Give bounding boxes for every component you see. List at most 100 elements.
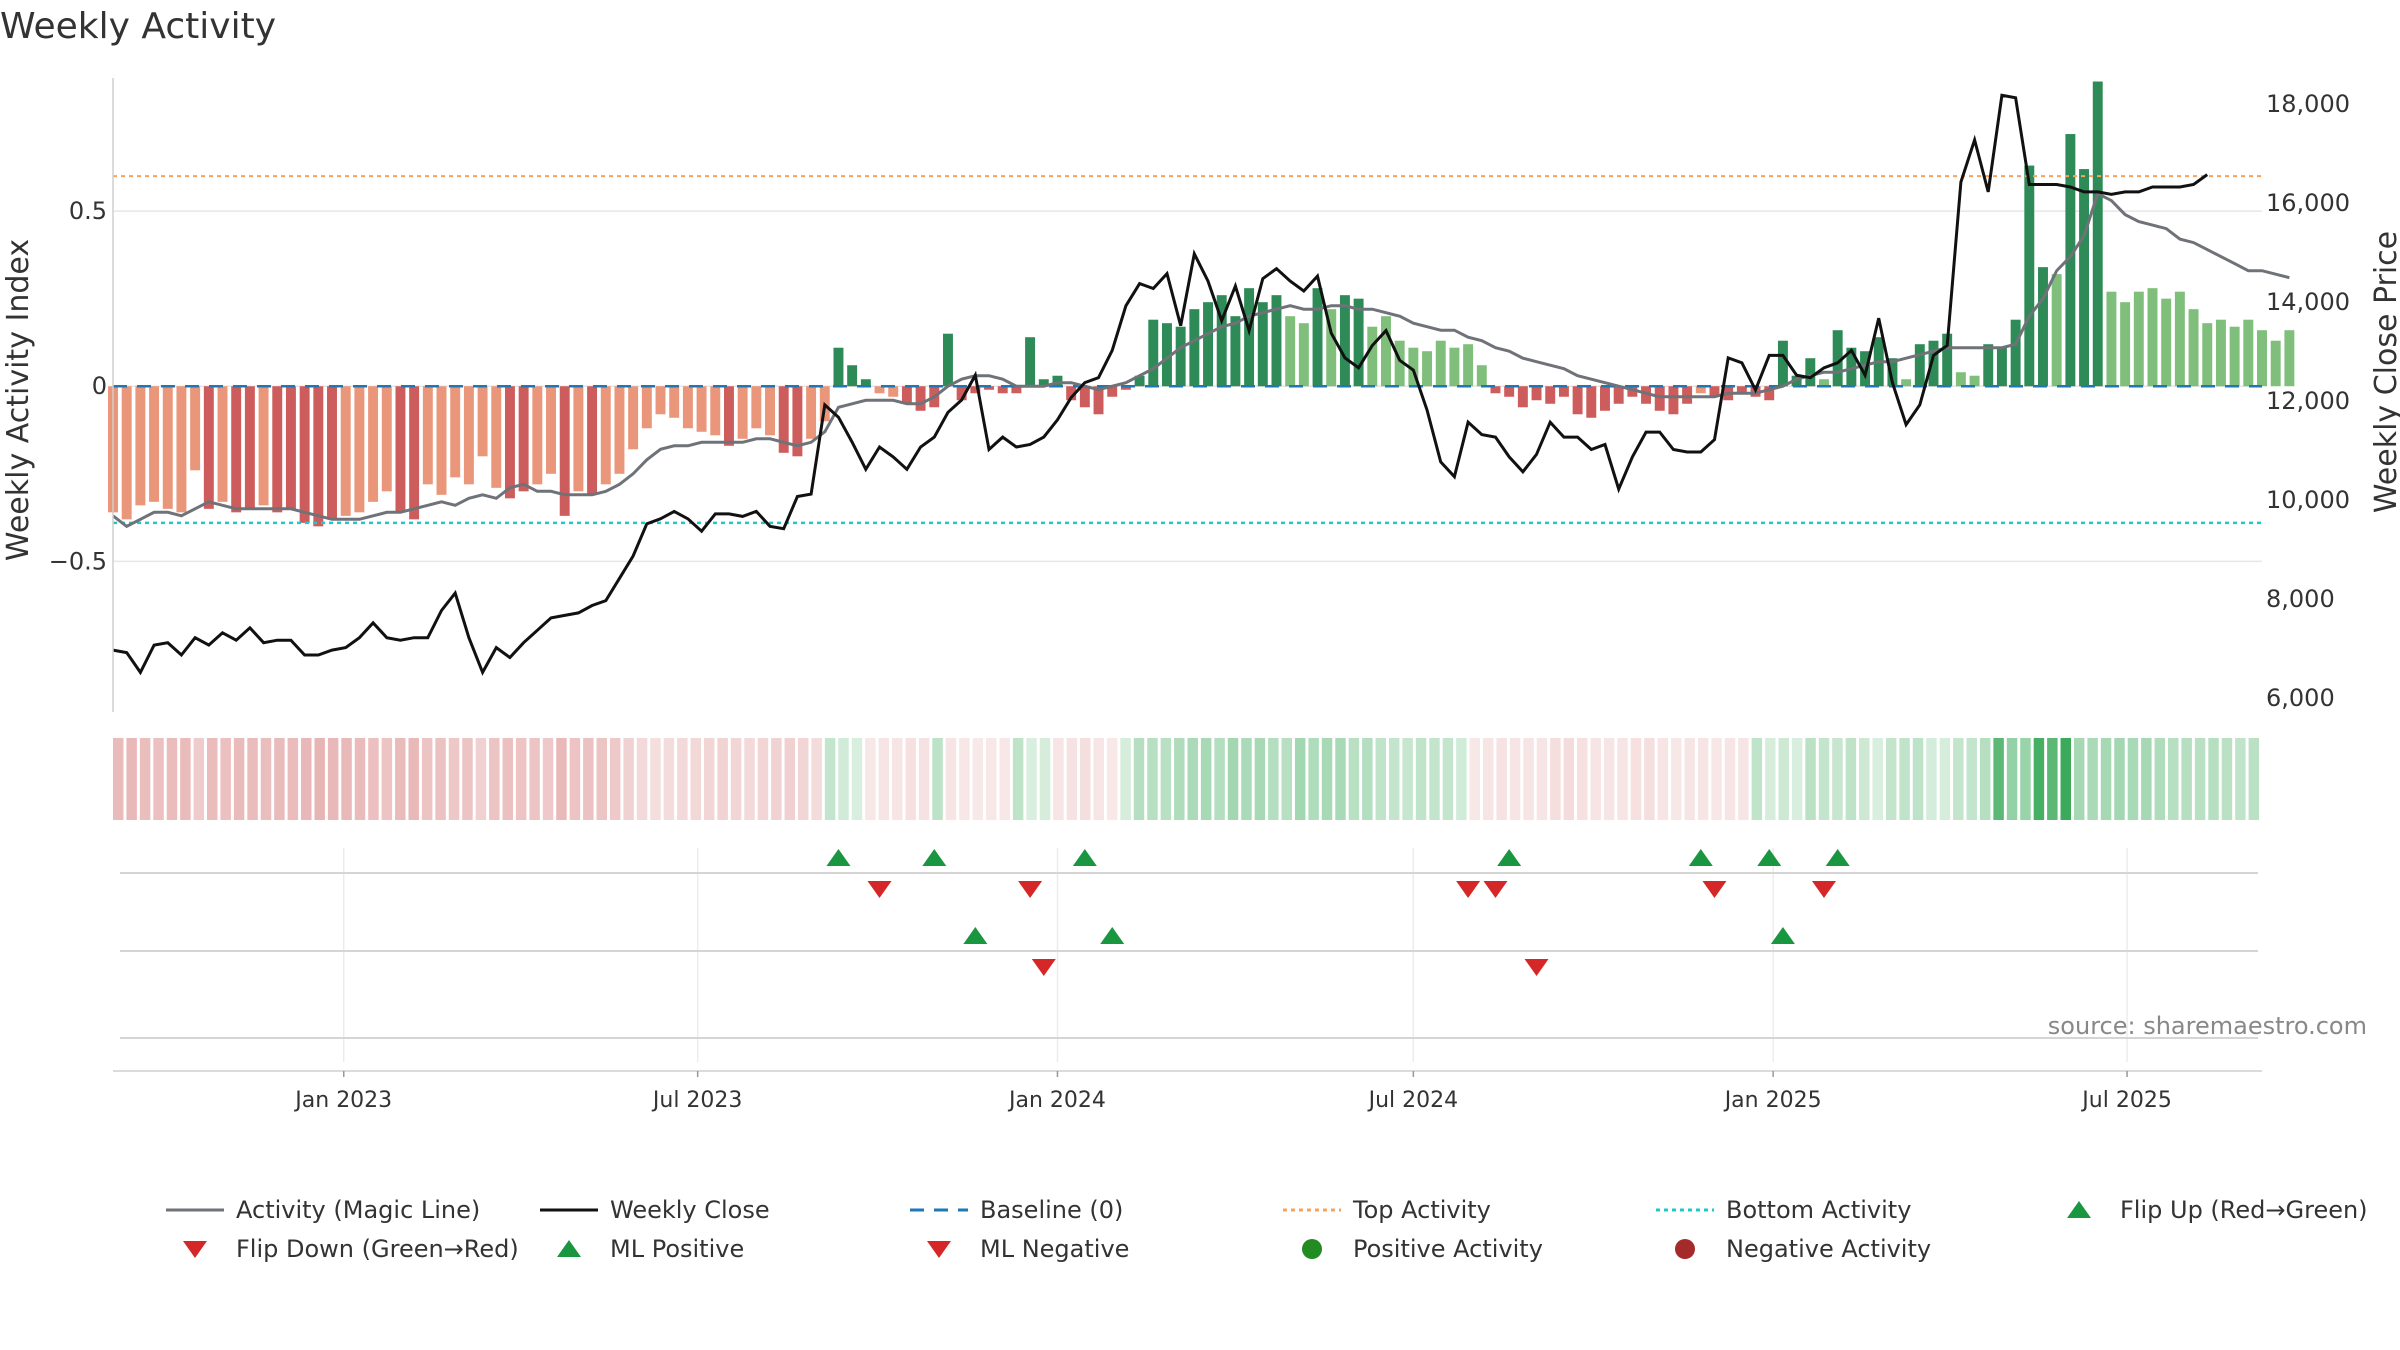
heat-cell (2087, 738, 2098, 820)
y-right-tick-label: 6,000 (2266, 684, 2335, 712)
activity-bar (641, 386, 652, 429)
heat-cell (207, 738, 218, 820)
legend: Activity (Magic Line) Weekly Close Baselin… (166, 1196, 2368, 1263)
activity-bar (1613, 386, 1624, 404)
flip-up-marker (826, 849, 851, 866)
x-tick-label: Jan 2023 (293, 1088, 392, 1113)
activity-bar (997, 386, 1008, 394)
activity-bar (491, 386, 502, 488)
heat-cell (2167, 738, 2179, 820)
activity-bar (1148, 319, 1159, 387)
heat-cell (959, 738, 970, 820)
flip-up-marker (1688, 849, 1713, 866)
y-right-tick-label: 8,000 (2266, 585, 2335, 613)
heat-cell (408, 738, 419, 820)
activity-bar (1134, 375, 1145, 387)
heat-cell (327, 738, 339, 820)
activity-bar (915, 386, 926, 411)
heat-cell (1926, 738, 1937, 820)
heat-cell (2100, 738, 2112, 820)
activity-bar (1668, 386, 1679, 415)
activity-bar (669, 386, 680, 418)
heat-cell (609, 738, 621, 820)
heat-cell (542, 738, 554, 820)
heat-cell (2154, 738, 2166, 820)
activity-bar (2147, 288, 2158, 387)
activity-bar (1066, 386, 1077, 401)
activity-bar (1736, 386, 1747, 394)
heat-cell (529, 738, 540, 820)
heat-cell (569, 738, 581, 820)
heat-cell (1953, 738, 1964, 820)
heat-cell (1281, 738, 1292, 820)
heat-cell (1872, 738, 1883, 820)
heat-cell (274, 738, 285, 820)
activity-bar (1422, 351, 1433, 387)
activity-bar (477, 386, 488, 457)
heat-cell (1630, 738, 1642, 820)
y-axis-left-label: Weekly Activity Index (1, 239, 36, 561)
heat-cell (1160, 738, 1172, 820)
activity-bar (1969, 375, 1980, 387)
heat-cell (1657, 738, 1669, 820)
heat-cell (1738, 738, 1749, 820)
activity-bar (1928, 340, 1939, 387)
heat-cell (113, 738, 124, 820)
heat-cell (1563, 738, 1575, 820)
heat-cell (1012, 738, 1024, 820)
activity-bar (1011, 386, 1022, 394)
flip-up-marker (1825, 849, 1850, 866)
ml-negative-marker (1524, 959, 1549, 976)
y-right-tick-label: 16,000 (2266, 189, 2350, 217)
activity-bar (1107, 386, 1118, 397)
heat-cell (972, 738, 984, 820)
activity-bar (587, 386, 598, 495)
activity-bar (792, 386, 803, 457)
heat-cell (489, 738, 500, 820)
heat-cell (475, 738, 487, 820)
activity-bar (395, 386, 406, 513)
ml-negative-marker (1031, 959, 1056, 976)
heat-cell (730, 738, 742, 820)
activity-bar (696, 386, 707, 432)
ml-positive-marker (963, 927, 988, 944)
activity-bar (1203, 302, 1214, 387)
legend-label: Activity (Magic Line) (236, 1196, 480, 1224)
heat-cell (1321, 738, 1333, 820)
activity-bar (1244, 288, 1255, 387)
flip-up-marker (1072, 849, 1097, 866)
heat-cell (2141, 738, 2152, 820)
heat-cell (2248, 738, 2260, 820)
activity-bar (313, 386, 324, 527)
activity-bar (1189, 309, 1200, 387)
activity-bar (1887, 358, 1898, 387)
heat-cell (1093, 738, 1104, 820)
heat-cell (1227, 738, 1239, 820)
y-left-tick-label: −0.5 (49, 547, 107, 575)
activity-bar (751, 386, 762, 429)
heat-cell (851, 738, 863, 820)
heat-cell (1294, 738, 1306, 820)
activity-bar (1449, 347, 1460, 387)
activity-bar (1271, 295, 1282, 387)
heat-cell (1133, 738, 1145, 820)
heat-cell (368, 738, 379, 820)
activity-bar (1120, 386, 1131, 390)
heat-cell (1684, 738, 1695, 820)
activity-bar (2215, 319, 2226, 387)
activity-bar (1517, 386, 1528, 408)
activity-bar (1942, 333, 1953, 387)
heat-cell (1482, 738, 1494, 820)
heat-cell (1080, 738, 1091, 820)
activity-bar (2284, 330, 2295, 387)
activity-bar (121, 386, 132, 520)
legend-label: Weekly Close (610, 1196, 770, 1224)
heat-cell (354, 738, 366, 820)
heat-cell (2006, 738, 2018, 820)
heat-cell (811, 738, 822, 820)
heat-cell (1885, 738, 1897, 820)
heat-cell (1026, 738, 1037, 820)
activity-bar (231, 386, 242, 513)
chart-title: Weekly Activity (0, 6, 276, 47)
activity-bar (655, 386, 666, 415)
